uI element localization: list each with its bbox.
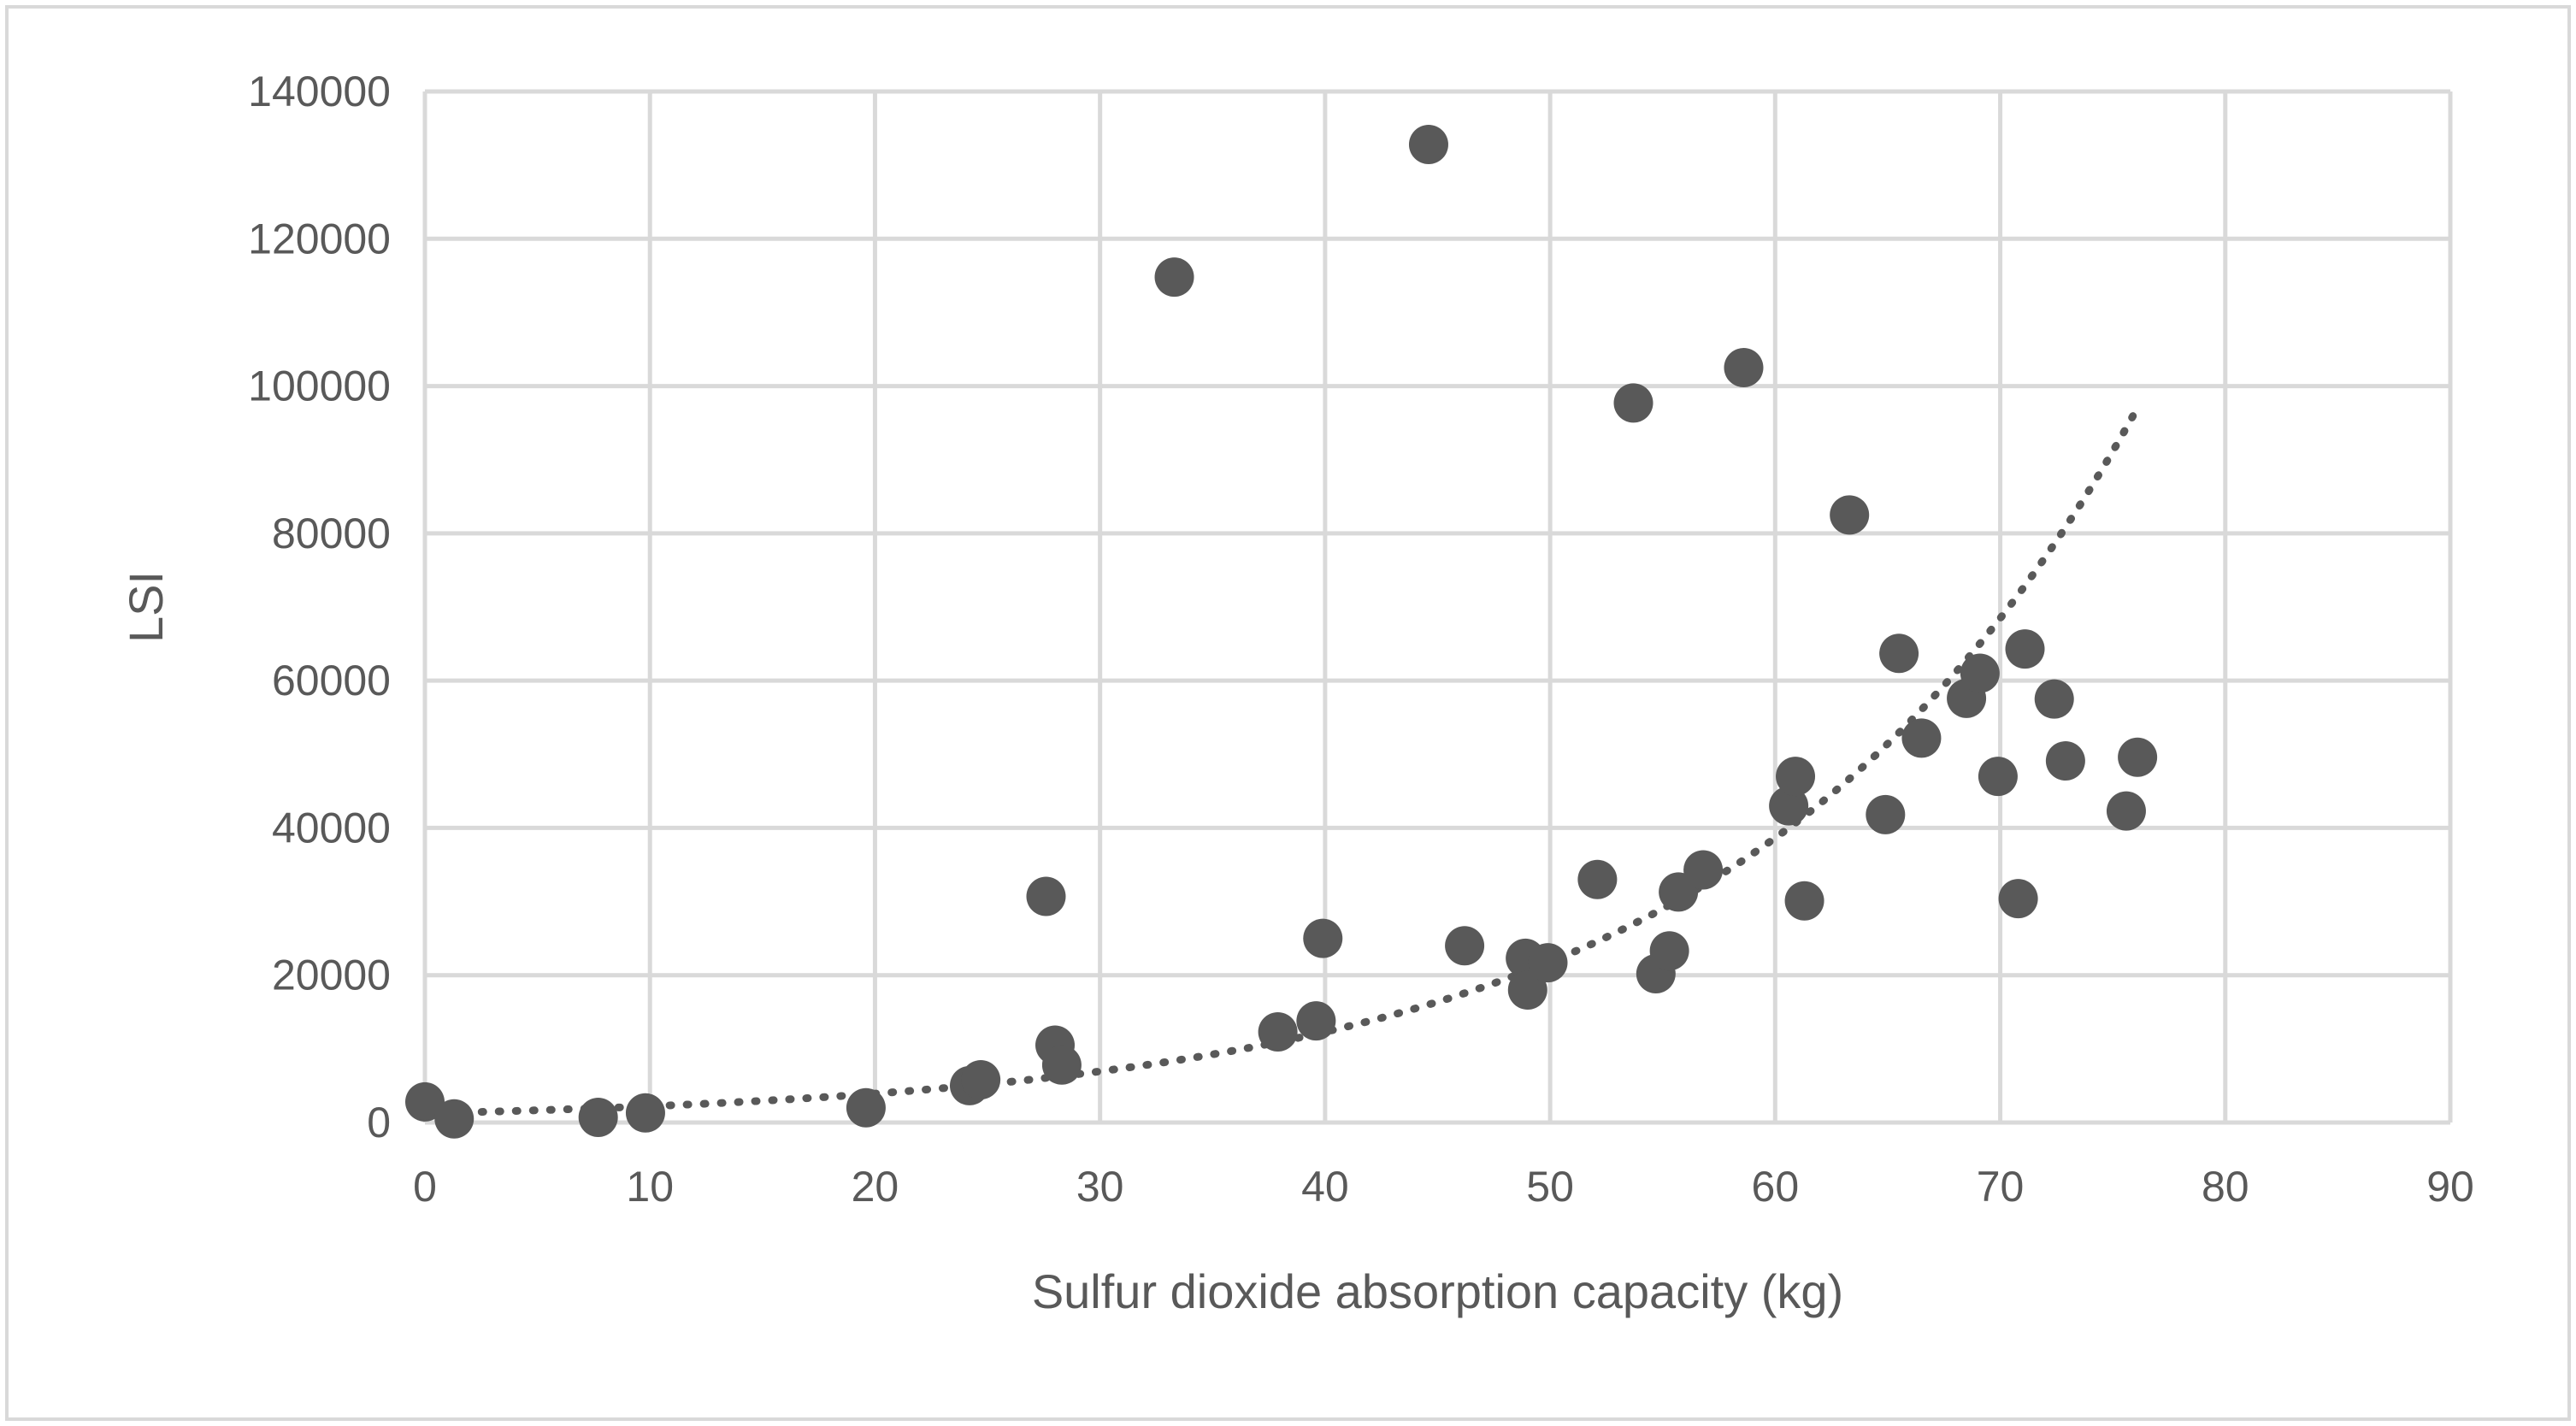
- data-point: [1408, 125, 1448, 165]
- grid-layer: [422, 89, 2453, 1123]
- data-point: [2106, 791, 2146, 831]
- data-point: [961, 1060, 1001, 1100]
- tick-labels: 0 20000 40000 60000 80000 100000 120000 140000 0…: [248, 68, 2474, 1211]
- data-point: [1613, 383, 1653, 423]
- y-tick-label: 100000: [248, 362, 391, 410]
- x-tick-label: 0: [413, 1163, 437, 1211]
- data-point: [1041, 1045, 1082, 1085]
- data-point: [1154, 257, 1194, 298]
- data-point: [1830, 495, 1870, 535]
- data-point: [2034, 679, 2074, 719]
- y-tick-label: 40000: [272, 804, 391, 851]
- data-point: [1879, 633, 1919, 674]
- x-tick-label: 60: [1752, 1163, 1800, 1211]
- y-tick-label: 0: [367, 1099, 391, 1146]
- data-point: [1577, 859, 1618, 899]
- data-point: [1445, 926, 1485, 966]
- data-point: [1960, 653, 2000, 693]
- y-tick-label: 60000: [272, 657, 391, 704]
- data-point: [1769, 786, 1809, 826]
- data-point: [1303, 918, 1343, 958]
- data-points: [405, 125, 2158, 1139]
- chart-frame: [5, 5, 2571, 1421]
- y-tick-label: 120000: [248, 215, 391, 262]
- data-point: [1507, 969, 1547, 1010]
- data-point: [1683, 850, 1724, 890]
- data-point: [1528, 943, 1568, 983]
- y-tick-label: 140000: [248, 68, 391, 115]
- data-point: [1776, 757, 1816, 797]
- data-point: [434, 1099, 475, 1139]
- y-axis-title: LSI: [119, 571, 173, 643]
- data-point: [2118, 737, 2158, 777]
- data-point: [1258, 1012, 1298, 1052]
- y-tick-label: 80000: [272, 510, 391, 557]
- data-point: [2005, 629, 2045, 669]
- data-point: [1649, 931, 1689, 971]
- data-point: [405, 1081, 445, 1122]
- data-point: [1978, 757, 2018, 797]
- data-point: [1296, 1001, 1336, 1041]
- x-axis-title: Sulfur dioxide absorption capacity (kg): [1032, 1264, 1843, 1318]
- data-point: [1998, 879, 2038, 919]
- y-tick-label: 20000: [272, 952, 391, 999]
- x-tick-label: 90: [2426, 1163, 2474, 1211]
- data-point: [1724, 348, 1764, 388]
- x-tick-label: 80: [2202, 1163, 2249, 1211]
- data-point: [1784, 881, 1824, 921]
- data-point: [625, 1093, 665, 1133]
- x-tick-label: 40: [1301, 1163, 1349, 1211]
- x-tick-label: 70: [1977, 1163, 2025, 1211]
- data-point: [2045, 741, 2085, 781]
- data-point: [578, 1097, 618, 1137]
- x-tick-label: 20: [852, 1163, 899, 1211]
- data-point: [1901, 718, 1942, 758]
- x-tick-label: 10: [626, 1163, 674, 1211]
- data-point: [846, 1087, 886, 1128]
- x-tick-label: 30: [1076, 1163, 1124, 1211]
- data-point: [1866, 794, 1906, 834]
- data-point: [1026, 876, 1066, 916]
- x-tick-label: 50: [1526, 1163, 1574, 1211]
